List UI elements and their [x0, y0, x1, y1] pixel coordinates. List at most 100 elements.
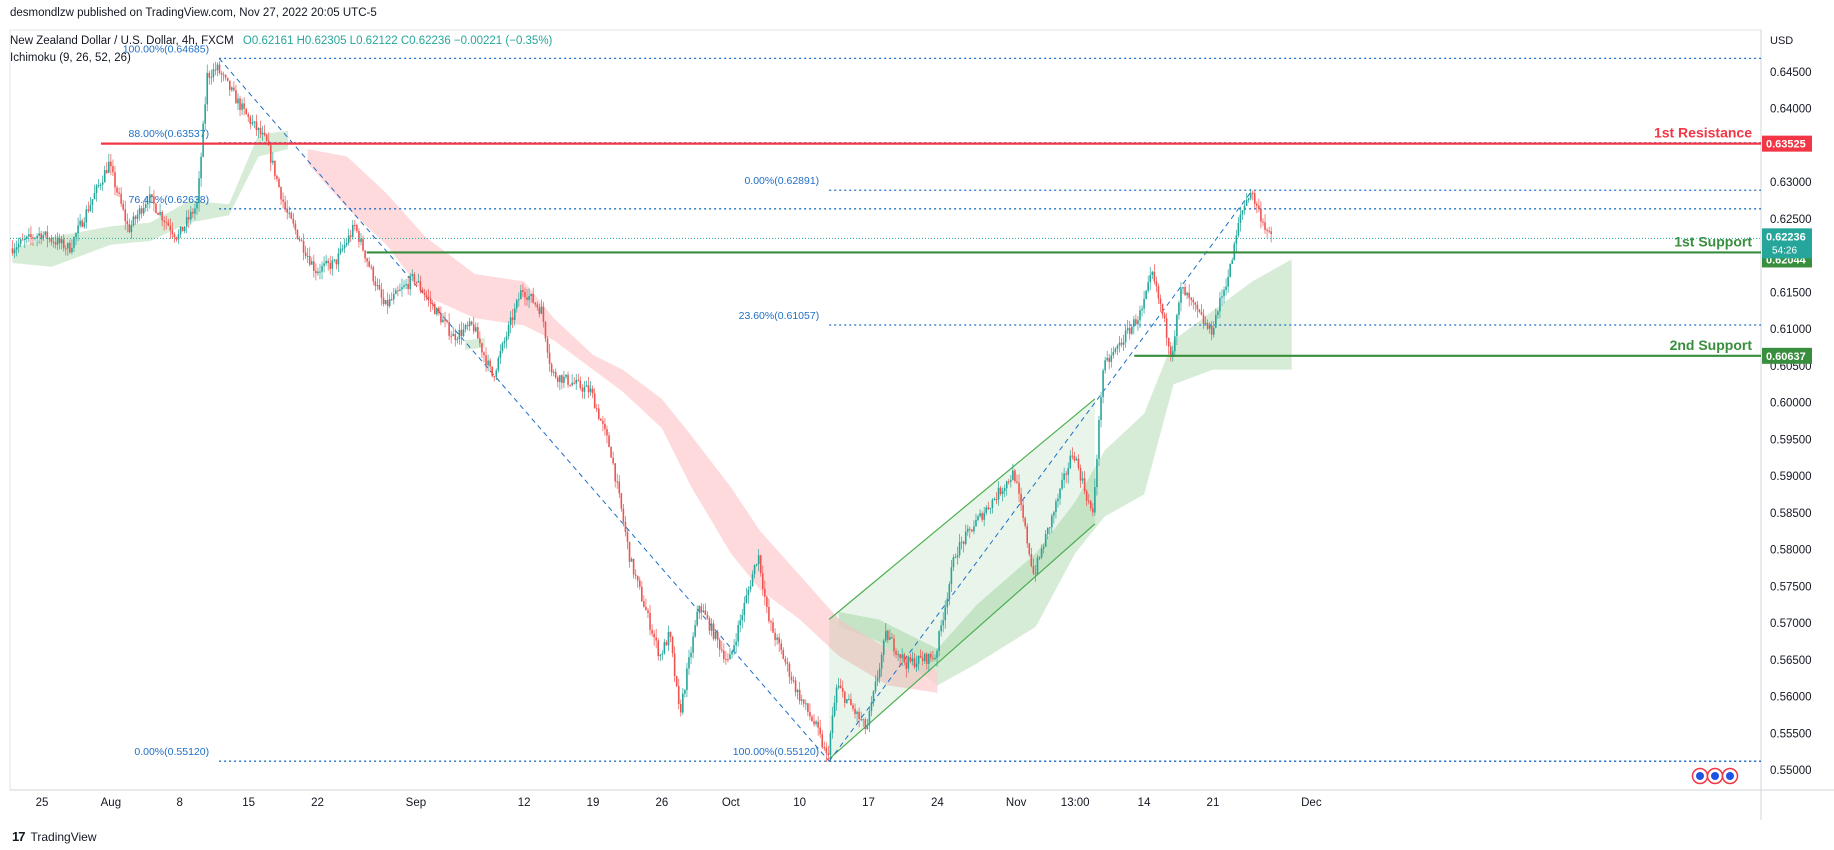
- candle-body: [278, 178, 280, 188]
- candle-body: [466, 325, 469, 327]
- candle-body: [753, 565, 756, 575]
- candle-body: [427, 296, 430, 299]
- candle-body: [1215, 314, 1217, 328]
- x-tick-label: 15: [242, 797, 255, 809]
- candle-body: [944, 607, 947, 621]
- candle-body: [1208, 325, 1211, 329]
- candle-body: [595, 408, 598, 410]
- candle-body: [429, 298, 432, 304]
- candle-body: [263, 132, 266, 135]
- tradingview-brand[interactable]: 17 TradingView: [12, 829, 97, 844]
- candle-body: [632, 558, 635, 575]
- candle-body: [194, 208, 196, 214]
- candle-body: [343, 244, 346, 249]
- candle-body: [1120, 342, 1123, 345]
- y-tick-label: 0.64500: [1770, 67, 1812, 79]
- candle-body: [75, 233, 77, 238]
- candle-body: [954, 557, 957, 559]
- candle-body: [729, 654, 731, 660]
- candle-body: [202, 123, 204, 157]
- candle-body: [354, 224, 356, 226]
- candle-body: [755, 564, 758, 566]
- candle-body: [999, 487, 1002, 495]
- indicator-line[interactable]: Ichimoku (9, 26, 52, 26): [10, 52, 131, 64]
- candle-body: [1251, 192, 1254, 194]
- candle-body: [1098, 420, 1100, 459]
- candle-body: [891, 637, 893, 639]
- candle-body: [103, 170, 106, 183]
- candle-body: [739, 620, 742, 626]
- candle-body: [1069, 455, 1072, 469]
- candle-body: [1143, 298, 1145, 309]
- candle-body: [573, 382, 575, 384]
- candle-body: [766, 596, 768, 607]
- candle-body: [936, 651, 938, 659]
- candle-body: [585, 385, 588, 387]
- candle-body: [993, 499, 996, 501]
- candle-body: [952, 557, 955, 568]
- candle-body: [208, 72, 211, 78]
- candle-body: [122, 203, 124, 210]
- candle-body: [704, 610, 707, 615]
- candle-body: [876, 677, 879, 682]
- candle-body: [292, 218, 295, 224]
- candle-body: [833, 702, 836, 716]
- tradingview-logo-icon: 17: [12, 829, 26, 844]
- candle-body: [214, 69, 217, 71]
- candle-body: [339, 248, 342, 254]
- candle-body: [638, 580, 641, 587]
- candle-body: [581, 387, 584, 392]
- candle-body: [837, 685, 840, 688]
- channel-line: [828, 523, 1096, 760]
- candle-body: [479, 338, 481, 344]
- fib-level-label: 88.00%(0.63537): [129, 128, 210, 140]
- candle-body: [1210, 325, 1213, 335]
- candle-body: [118, 192, 120, 194]
- candle-body: [1016, 481, 1018, 483]
- candle-body: [548, 352, 551, 364]
- candle-body: [561, 375, 563, 383]
- candle-body: [423, 292, 426, 296]
- candle-body: [778, 637, 780, 644]
- candle-body: [624, 521, 627, 532]
- candle-body: [1145, 290, 1147, 299]
- candle-body: [1227, 276, 1229, 287]
- candle-body: [995, 499, 998, 501]
- candle-body: [15, 247, 18, 250]
- candle-body: [671, 636, 674, 654]
- candle-body: [1075, 458, 1078, 461]
- candle-body: [130, 225, 133, 233]
- candle-body: [556, 377, 559, 382]
- candle-body: [407, 283, 409, 290]
- candle-body: [1020, 493, 1022, 505]
- x-tick-label: 17: [862, 797, 875, 809]
- symbol-name[interactable]: New Zealand Dollar / U.S. Dollar, 4h, FX…: [10, 35, 234, 47]
- candle-body: [468, 321, 471, 327]
- candle-body: [917, 655, 920, 664]
- candle-body: [425, 295, 428, 297]
- candle-body: [419, 281, 422, 290]
- price-tag: [1762, 347, 1812, 364]
- candle-body: [1007, 481, 1010, 483]
- candle-body: [60, 239, 63, 244]
- candle-body: [731, 650, 733, 655]
- fib-trend-line: [218, 58, 830, 762]
- candle-body: [966, 528, 969, 532]
- candle-body: [337, 253, 340, 265]
- candle-body: [28, 234, 30, 237]
- candle-body: [897, 654, 899, 656]
- candle-body: [64, 248, 67, 250]
- candle-body: [1102, 370, 1104, 398]
- candle-body: [659, 654, 662, 657]
- candle-body: [667, 631, 670, 646]
- candle-body: [1122, 342, 1125, 345]
- candle-body: [501, 343, 504, 352]
- candle-body: [401, 287, 403, 290]
- candle-body: [245, 108, 247, 115]
- candle-body: [1206, 323, 1209, 329]
- candle-body: [1176, 314, 1178, 337]
- candle-body: [1094, 487, 1096, 513]
- candle-body: [971, 529, 973, 532]
- candle-body: [1174, 336, 1176, 352]
